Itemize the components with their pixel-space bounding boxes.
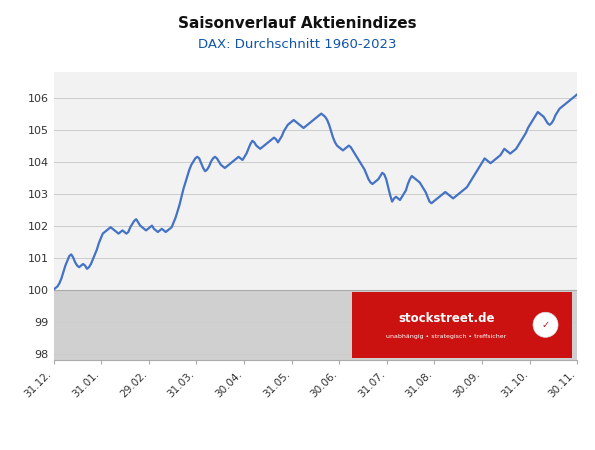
- Text: unabhängig • strategisch • treffsicher: unabhängig • strategisch • treffsicher: [386, 334, 507, 339]
- Text: Saisonverlauf Aktienindizes: Saisonverlauf Aktienindizes: [178, 16, 417, 31]
- Text: ✓: ✓: [541, 320, 550, 330]
- Bar: [54, 290, 577, 360]
- Text: DAX: Durchschnitt 1960-2023: DAX: Durchschnitt 1960-2023: [198, 38, 397, 51]
- Text: stockstreet.de: stockstreet.de: [398, 312, 495, 325]
